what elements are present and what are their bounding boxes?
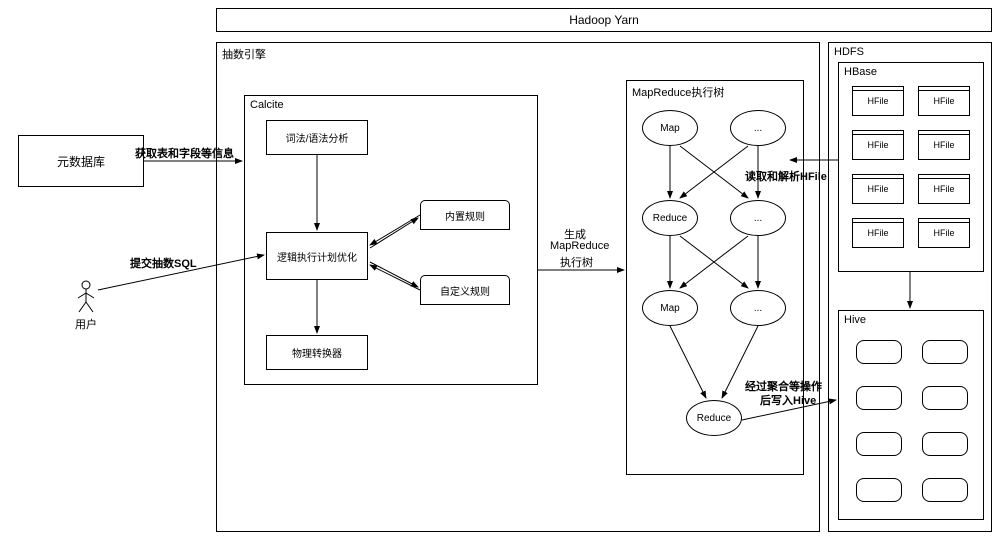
logical-box: 逻辑执行计划优化: [266, 232, 368, 280]
builtin-box: 内置规则: [420, 200, 510, 230]
edge-mr3: 执行树: [560, 254, 593, 270]
hive-cell: [856, 432, 902, 456]
hfile-cell: HFile: [852, 130, 904, 160]
dots-node: ...: [730, 110, 786, 146]
hfile-cell: HFile: [918, 174, 970, 204]
hive-cell: [856, 340, 902, 364]
metadb-box: 元数据库: [18, 135, 144, 187]
hive-title: Hive: [844, 314, 866, 326]
hive-cell: [922, 478, 968, 502]
yarn-title: Hadoop Yarn: [217, 13, 991, 27]
hfile-cell: HFile: [852, 86, 904, 116]
hive-cell: [922, 386, 968, 410]
hfile-cell: HFile: [852, 218, 904, 248]
map-node: Map: [642, 290, 698, 326]
hdfs-title: HDFS: [834, 46, 864, 58]
edge-mr2: MapReduce: [550, 240, 609, 252]
phys-box: 物理转换器: [266, 335, 368, 370]
reduce-node: Reduce: [642, 200, 698, 236]
engine-title: 抽数引擎: [222, 46, 266, 62]
hive-cell: [856, 478, 902, 502]
dots-node: ...: [730, 290, 786, 326]
hfile-cell: HFile: [918, 86, 970, 116]
hbase-title: HBase: [844, 66, 877, 78]
dots-node: ...: [730, 200, 786, 236]
hive-cell: [922, 340, 968, 364]
metadb-label: 元数据库: [57, 153, 105, 170]
user-label: 用户: [75, 316, 97, 332]
mrtree-title: MapReduce执行树: [632, 84, 724, 100]
custom-box: 自定义规则: [420, 275, 510, 305]
map-node: Map: [642, 110, 698, 146]
hfile-cell: HFile: [918, 218, 970, 248]
edge-user: 提交抽数SQL: [130, 255, 197, 271]
yarn-box: Hadoop Yarn: [216, 8, 992, 32]
calcite-title: Calcite: [250, 99, 284, 111]
hfile-cell: HFile: [918, 130, 970, 160]
reduce-node: Reduce: [686, 400, 742, 436]
hive-cell: [922, 432, 968, 456]
hfile-cell: HFile: [852, 174, 904, 204]
edge-meta: 获取表和字段等信息: [135, 145, 234, 161]
hive-cell: [856, 386, 902, 410]
user-icon: [76, 280, 96, 319]
lexer-box: 词法/语法分析: [266, 120, 368, 155]
edge-hive2: 后写入Hive: [760, 392, 816, 408]
logical-label: 逻辑执行计划优化: [277, 249, 357, 264]
edge-hbase: 读取和解析HFile: [745, 168, 827, 184]
